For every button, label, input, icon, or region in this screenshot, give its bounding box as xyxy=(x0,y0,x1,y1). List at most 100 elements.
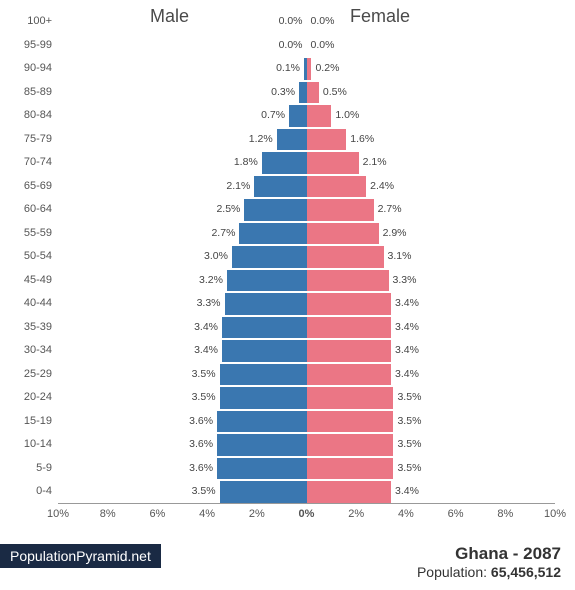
female-pct: 3.5% xyxy=(397,391,421,403)
male-pct: 3.0% xyxy=(204,250,228,262)
pyramid-row: 20-243.5%3.5% xyxy=(0,386,575,410)
male-bar[interactable] xyxy=(220,387,307,409)
female-pct: 2.1% xyxy=(363,156,387,168)
male-bar[interactable] xyxy=(289,105,306,127)
female-bar[interactable] xyxy=(307,458,394,480)
male-pct: 0.0% xyxy=(279,15,303,27)
female-bar[interactable] xyxy=(307,387,394,409)
bar-region: 0.0%0.0% xyxy=(58,10,555,34)
pyramid-row: 5-93.6%3.5% xyxy=(0,457,575,481)
female-bar[interactable] xyxy=(307,82,319,104)
male-pct: 1.8% xyxy=(234,156,258,168)
male-bar[interactable] xyxy=(262,152,307,174)
female-pct: 3.4% xyxy=(395,321,419,333)
male-pct: 3.6% xyxy=(189,415,213,427)
female-bar[interactable] xyxy=(307,246,384,268)
pyramid-row: 80-840.7%1.0% xyxy=(0,104,575,128)
chart-meta: Ghana - 2087 Population: 65,456,512 xyxy=(417,544,561,580)
male-bar[interactable] xyxy=(299,82,306,104)
bar-region: 2.1%2.4% xyxy=(58,175,555,199)
female-pct: 2.7% xyxy=(378,203,402,215)
pyramid-row: 15-193.6%3.5% xyxy=(0,410,575,434)
female-bar[interactable] xyxy=(307,317,391,339)
male-bar[interactable] xyxy=(217,458,306,480)
female-bar[interactable] xyxy=(307,270,389,292)
male-bar[interactable] xyxy=(239,223,306,245)
pyramid-row: 35-39 3.4% 3.4% xyxy=(0,316,575,340)
age-label: 100+ xyxy=(0,15,52,27)
male-bar[interactable] xyxy=(217,411,306,433)
age-label: 35-39 xyxy=(0,321,52,333)
pyramid-row: 70-741.8%2.1% xyxy=(0,151,575,175)
female-bar[interactable] xyxy=(307,129,347,151)
source-badge[interactable]: PopulationPyramid.net xyxy=(0,544,161,568)
male-bar[interactable] xyxy=(222,317,306,339)
male-bar[interactable] xyxy=(225,293,307,315)
male-pct: 3.2% xyxy=(199,274,223,286)
female-bar[interactable] xyxy=(307,176,367,198)
bar-region: 3.4% 3.4% xyxy=(58,316,555,340)
male-pct: 3.6% xyxy=(189,462,213,474)
male-bar[interactable] xyxy=(232,246,307,268)
male-pct: 2.7% xyxy=(211,227,235,239)
female-bar[interactable] xyxy=(307,434,394,456)
female-bar[interactable] xyxy=(307,58,312,80)
age-label: 65-69 xyxy=(0,180,52,192)
pyramid-chart: Male Female 100+0.0%0.0%95-990.0%0.0%90-… xyxy=(0,0,575,540)
female-pct: 0.2% xyxy=(315,62,339,74)
age-label: 60-64 xyxy=(0,203,52,215)
male-bar[interactable] xyxy=(254,176,306,198)
female-pct: 3.5% xyxy=(397,438,421,450)
x-tick: 8% xyxy=(100,508,116,520)
male-pct: 3.5% xyxy=(192,485,216,497)
x-tick: 0% xyxy=(299,508,315,520)
female-bar[interactable] xyxy=(307,223,379,245)
female-bar[interactable] xyxy=(307,152,359,174)
pyramid-row: 85-890.3%0.5% xyxy=(0,81,575,105)
male-pct: 2.1% xyxy=(226,180,250,192)
male-bar[interactable] xyxy=(222,340,306,362)
female-bar[interactable] xyxy=(307,340,391,362)
x-tick: 6% xyxy=(149,508,165,520)
bar-region: 1.8% 2.1% xyxy=(58,151,555,175)
male-pct: 3.4% xyxy=(194,321,218,333)
age-label: 55-59 xyxy=(0,227,52,239)
female-pct: 2.9% xyxy=(383,227,407,239)
age-label: 40-44 xyxy=(0,297,52,309)
female-bar[interactable] xyxy=(307,199,374,221)
bar-region: 1.2%1.6% xyxy=(58,128,555,152)
female-pct: 1.0% xyxy=(335,109,359,121)
x-tick: 8% xyxy=(497,508,513,520)
male-bar[interactable] xyxy=(277,129,307,151)
female-bar[interactable] xyxy=(307,411,394,433)
age-label: 45-49 xyxy=(0,274,52,286)
female-pct: 3.5% xyxy=(397,415,421,427)
age-label: 95-99 xyxy=(0,39,52,51)
female-bar[interactable] xyxy=(307,293,391,315)
pyramid-row: 25-293.5%3.4% xyxy=(0,363,575,387)
bar-region: 2.7% 2.9% xyxy=(58,222,555,246)
pyramid-row: 55-59 2.7% 2.9% xyxy=(0,222,575,246)
male-pct: 1.2% xyxy=(249,133,273,145)
pyramid-row: 40-44 3.3% 3.4% xyxy=(0,292,575,316)
bar-region: 0.1%0.2% xyxy=(58,57,555,81)
male-bar[interactable] xyxy=(220,364,307,386)
bar-region: 3.5%3.5% xyxy=(58,386,555,410)
female-bar[interactable] xyxy=(307,364,391,386)
pyramid-row: 75-791.2%1.6% xyxy=(0,128,575,152)
male-bar[interactable] xyxy=(220,481,307,503)
age-label: 85-89 xyxy=(0,86,52,98)
female-pct: 3.4% xyxy=(395,297,419,309)
male-bar[interactable] xyxy=(227,270,307,292)
female-bar[interactable] xyxy=(307,481,391,503)
x-tick: 2% xyxy=(348,508,364,520)
male-bar[interactable] xyxy=(244,199,306,221)
male-bar[interactable] xyxy=(217,434,306,456)
footer: PopulationPyramid.net Ghana - 2087 Popul… xyxy=(0,540,575,590)
female-bar[interactable] xyxy=(307,105,332,127)
male-pct: 3.3% xyxy=(197,297,221,309)
pyramid-row: 45-493.2%3.3% xyxy=(0,269,575,293)
age-label: 80-84 xyxy=(0,109,52,121)
bar-region: 3.5%3.4% xyxy=(58,363,555,387)
age-label: 30-34 xyxy=(0,344,52,356)
